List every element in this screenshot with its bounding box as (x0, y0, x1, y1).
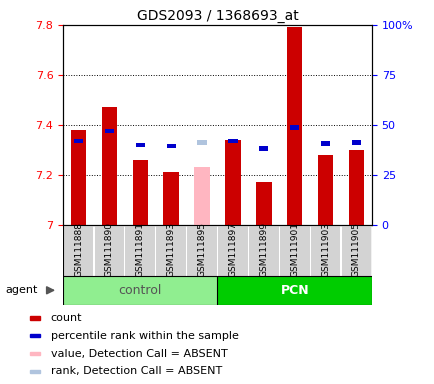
Text: value, Detection Call = ABSENT: value, Detection Call = ABSENT (50, 349, 227, 359)
Text: GSM111901: GSM111901 (289, 222, 299, 277)
Bar (248, 225, 278, 276)
Text: GSM111903: GSM111903 (320, 222, 329, 277)
Bar (132, 160, 148, 225)
Bar (30, 352, 40, 355)
Bar (279, 225, 309, 276)
Bar (135, 142, 145, 147)
Bar (94, 225, 124, 276)
Text: control: control (118, 285, 161, 297)
Bar (71, 130, 86, 225)
Text: GSM111897: GSM111897 (228, 222, 237, 277)
Bar (30, 316, 40, 319)
Bar (310, 225, 340, 276)
Bar (163, 172, 178, 225)
Bar (194, 167, 209, 225)
Bar (63, 225, 93, 276)
Text: GSM111895: GSM111895 (197, 222, 206, 277)
Bar (225, 140, 240, 225)
Bar (320, 141, 329, 146)
Text: rank, Detection Call = ABSENT: rank, Detection Call = ABSENT (50, 366, 221, 376)
Bar (259, 146, 268, 151)
Bar (197, 140, 206, 144)
Text: agent: agent (5, 285, 37, 295)
Text: GSM111893: GSM111893 (166, 222, 175, 277)
Bar (217, 225, 247, 276)
Bar (228, 139, 237, 143)
Bar (63, 276, 217, 305)
Bar (286, 28, 302, 225)
Bar (348, 150, 363, 225)
Text: GSM111891: GSM111891 (135, 222, 145, 277)
Bar (317, 155, 332, 225)
Text: GSM111888: GSM111888 (74, 222, 83, 277)
Bar (217, 276, 371, 305)
Text: count: count (50, 313, 82, 323)
Text: GSM111905: GSM111905 (351, 222, 360, 277)
Bar (125, 225, 155, 276)
Text: GSM111890: GSM111890 (105, 222, 114, 277)
Bar (351, 140, 360, 144)
Bar (256, 182, 271, 225)
Text: percentile rank within the sample: percentile rank within the sample (50, 331, 238, 341)
Text: PCN: PCN (280, 285, 308, 297)
Bar (30, 334, 40, 338)
Bar (289, 125, 299, 129)
Bar (105, 129, 114, 133)
Text: GSM111899: GSM111899 (259, 222, 268, 277)
Bar (166, 144, 175, 148)
Bar (102, 108, 117, 225)
Title: GDS2093 / 1368693_at: GDS2093 / 1368693_at (136, 8, 298, 23)
Bar (156, 225, 186, 276)
Bar (74, 139, 83, 143)
Bar (187, 225, 217, 276)
Bar (341, 225, 371, 276)
Bar (30, 370, 40, 373)
